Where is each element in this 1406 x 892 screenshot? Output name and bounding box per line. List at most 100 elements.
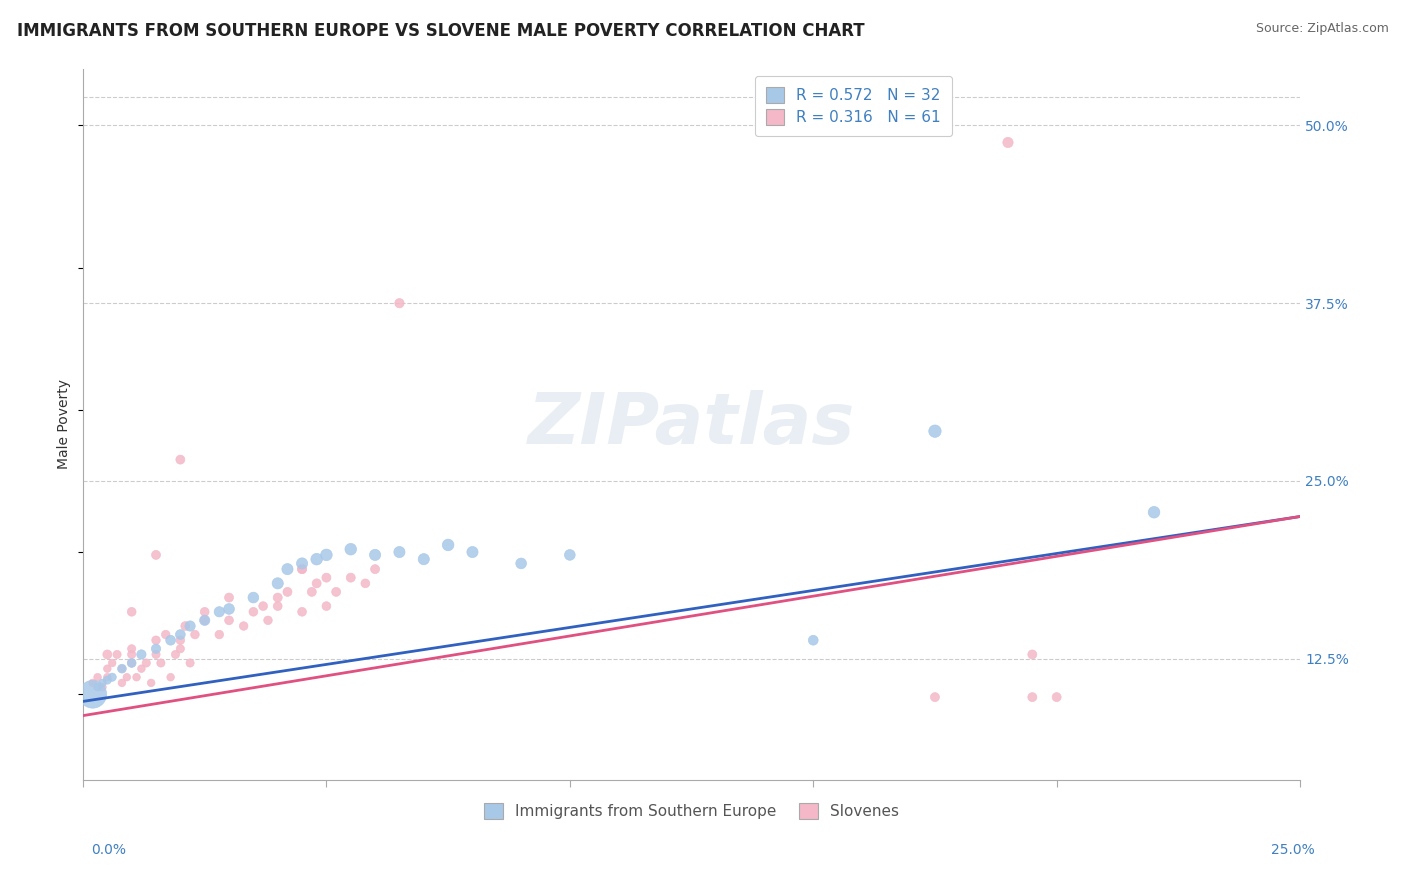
Point [325, 585, 347, 599]
Point [86, 670, 108, 684]
Point [291, 562, 314, 576]
Point [121, 641, 143, 656]
Point [364, 562, 387, 576]
Point [125, 670, 148, 684]
Point [159, 633, 181, 648]
Point [924, 424, 946, 438]
Point [208, 627, 231, 641]
Point [145, 633, 167, 648]
Point [1143, 505, 1166, 519]
Point [194, 613, 217, 627]
Point [121, 656, 143, 670]
Point [111, 662, 134, 676]
Point [184, 627, 207, 641]
Point [801, 633, 824, 648]
Point [194, 605, 217, 619]
Point [267, 591, 290, 605]
Legend: Immigrants from Southern Europe, Slovenes: Immigrants from Southern Europe, Slovene… [478, 797, 905, 825]
Point [1021, 690, 1043, 705]
Point [997, 136, 1019, 150]
Point [291, 562, 314, 576]
Point [101, 670, 124, 684]
Point [169, 641, 191, 656]
Point [1021, 648, 1043, 662]
Text: 25.0%: 25.0% [1271, 843, 1315, 857]
Point [315, 599, 337, 613]
Point [194, 613, 217, 627]
Point [159, 670, 181, 684]
Point [218, 602, 240, 616]
Point [364, 548, 387, 562]
Point [91, 680, 114, 694]
Point [115, 670, 138, 684]
Point [135, 656, 157, 670]
Point [179, 619, 201, 633]
Text: ZIPatlas: ZIPatlas [527, 390, 855, 458]
Point [1046, 690, 1069, 705]
Y-axis label: Male Poverty: Male Poverty [58, 379, 72, 469]
Point [86, 680, 108, 694]
Point [82, 676, 104, 690]
Point [305, 576, 328, 591]
Point [131, 648, 153, 662]
Point [105, 648, 128, 662]
Point [139, 676, 162, 690]
Point [179, 656, 201, 670]
Point [257, 613, 280, 627]
Point [291, 557, 314, 571]
Point [145, 648, 167, 662]
Point [267, 599, 290, 613]
Point [169, 633, 191, 648]
Point [121, 605, 143, 619]
Point [558, 548, 581, 562]
Point [165, 648, 187, 662]
Point [510, 557, 533, 571]
Point [388, 545, 411, 559]
Point [131, 662, 153, 676]
Point [218, 591, 240, 605]
Text: Source: ZipAtlas.com: Source: ZipAtlas.com [1256, 22, 1389, 36]
Point [96, 662, 118, 676]
Point [169, 452, 191, 467]
Point [121, 648, 143, 662]
Point [96, 648, 118, 662]
Point [461, 545, 484, 559]
Point [437, 538, 460, 552]
Point [388, 296, 411, 310]
Point [276, 585, 298, 599]
Point [232, 619, 254, 633]
Point [82, 687, 104, 701]
Point [155, 627, 177, 641]
Point [924, 690, 946, 705]
Point [291, 605, 314, 619]
Point [315, 571, 337, 585]
Point [305, 552, 328, 566]
Point [145, 548, 167, 562]
Point [276, 562, 298, 576]
Point [169, 627, 191, 641]
Point [101, 656, 124, 670]
Point [208, 605, 231, 619]
Point [149, 656, 172, 670]
Point [242, 605, 264, 619]
Point [111, 676, 134, 690]
Point [174, 619, 197, 633]
Point [339, 571, 361, 585]
Point [242, 591, 264, 605]
Point [218, 613, 240, 627]
Point [96, 673, 118, 687]
Point [412, 552, 434, 566]
Point [121, 656, 143, 670]
Point [339, 542, 361, 557]
Point [111, 662, 134, 676]
Point [354, 576, 377, 591]
Point [301, 585, 323, 599]
Point [315, 548, 337, 562]
Point [96, 670, 118, 684]
Point [267, 576, 290, 591]
Text: IMMIGRANTS FROM SOUTHERN EUROPE VS SLOVENE MALE POVERTY CORRELATION CHART: IMMIGRANTS FROM SOUTHERN EUROPE VS SLOVE… [17, 22, 865, 40]
Point [252, 599, 274, 613]
Point [91, 676, 114, 690]
Text: 0.0%: 0.0% [91, 843, 127, 857]
Point [145, 641, 167, 656]
